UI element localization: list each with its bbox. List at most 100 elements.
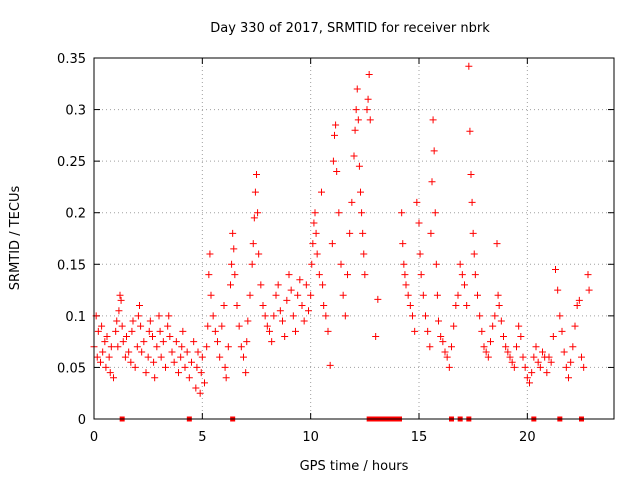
data-point bbox=[156, 327, 164, 335]
data-point bbox=[188, 358, 195, 366]
data-point bbox=[571, 322, 579, 330]
data-point bbox=[445, 363, 453, 371]
data-point bbox=[205, 271, 213, 279]
data-point bbox=[573, 302, 581, 310]
data-point bbox=[448, 343, 455, 351]
data-point bbox=[255, 250, 263, 258]
data-point bbox=[578, 353, 585, 361]
data-point bbox=[307, 291, 315, 299]
data-point bbox=[197, 369, 205, 377]
data-point bbox=[97, 358, 104, 366]
chart-title: Day 330 of 2017, SRMTID for receiver nbr… bbox=[210, 21, 490, 36]
data-point bbox=[346, 229, 354, 237]
data-point bbox=[350, 152, 358, 160]
data-point bbox=[353, 85, 361, 93]
data-point bbox=[224, 343, 232, 351]
data-point bbox=[437, 332, 445, 340]
data-point bbox=[341, 312, 349, 320]
data-point bbox=[229, 229, 237, 237]
data-point bbox=[221, 363, 229, 371]
data-point bbox=[361, 271, 369, 279]
data-point bbox=[214, 338, 221, 346]
data-point bbox=[337, 260, 345, 268]
data-point bbox=[99, 348, 107, 356]
data-point bbox=[107, 343, 115, 351]
data-point bbox=[562, 363, 570, 371]
data-point bbox=[270, 312, 278, 320]
x-axis-label: GPS time / hours bbox=[300, 459, 409, 474]
data-point bbox=[536, 363, 544, 371]
data-point bbox=[515, 322, 523, 330]
data-point bbox=[352, 106, 360, 114]
data-point bbox=[142, 369, 150, 377]
data-point bbox=[175, 369, 182, 377]
data-point bbox=[468, 198, 476, 206]
data-point bbox=[274, 281, 282, 289]
data-point bbox=[504, 348, 512, 356]
data-point bbox=[193, 363, 201, 371]
data-point bbox=[216, 353, 224, 361]
data-point bbox=[519, 353, 527, 361]
data-point bbox=[170, 358, 178, 366]
data-point bbox=[584, 271, 592, 279]
data-point bbox=[166, 332, 174, 340]
y-axis-label: SRMTID / TECUs bbox=[8, 186, 23, 291]
data-point bbox=[517, 332, 525, 340]
data-point bbox=[246, 291, 254, 299]
data-point bbox=[133, 343, 141, 351]
grid-lines bbox=[94, 58, 614, 419]
x-tick-label: 10 bbox=[302, 430, 319, 445]
data-point bbox=[329, 157, 337, 165]
data-point bbox=[435, 317, 442, 325]
y-tick-label: 0 bbox=[78, 413, 86, 428]
data-point bbox=[580, 363, 588, 371]
data-point bbox=[474, 291, 481, 299]
data-point bbox=[469, 229, 477, 237]
data-point bbox=[276, 307, 284, 315]
data-point bbox=[233, 302, 241, 310]
data-point bbox=[339, 291, 347, 299]
data-point bbox=[433, 291, 441, 299]
data-point bbox=[194, 348, 202, 356]
data-point bbox=[351, 126, 359, 134]
data-point bbox=[159, 338, 167, 346]
data-point bbox=[129, 317, 137, 325]
data-point bbox=[106, 369, 114, 377]
data-point bbox=[575, 296, 583, 304]
data-point bbox=[366, 116, 374, 124]
y-tick-label: 0.1 bbox=[65, 310, 86, 325]
data-point bbox=[526, 379, 533, 387]
data-point bbox=[125, 348, 133, 356]
data-point bbox=[431, 209, 439, 217]
data-point bbox=[450, 322, 458, 330]
data-point bbox=[283, 296, 291, 304]
data-point bbox=[289, 312, 297, 320]
data-point bbox=[465, 62, 473, 70]
data-point bbox=[138, 348, 146, 356]
data-point bbox=[207, 291, 215, 299]
data-point bbox=[121, 353, 129, 361]
data-point bbox=[94, 327, 102, 335]
data-point bbox=[402, 281, 410, 289]
data-point bbox=[309, 240, 317, 248]
data-point bbox=[253, 171, 260, 179]
data-point bbox=[461, 281, 468, 289]
data-point bbox=[127, 358, 135, 366]
data-point bbox=[312, 229, 320, 237]
data-point bbox=[424, 327, 432, 335]
y-tick-label: 0.2 bbox=[65, 207, 86, 222]
data-point bbox=[150, 358, 158, 366]
data-point bbox=[417, 271, 425, 279]
data-point bbox=[320, 302, 328, 310]
data-point bbox=[272, 291, 280, 299]
data-point bbox=[427, 229, 435, 237]
data-point bbox=[491, 312, 499, 320]
data-point bbox=[235, 322, 243, 330]
data-point bbox=[114, 343, 122, 351]
data-point bbox=[305, 307, 312, 315]
data-point bbox=[365, 71, 373, 79]
data-point bbox=[294, 291, 302, 299]
data-point bbox=[547, 358, 555, 366]
y-tick-label: 0.3 bbox=[65, 104, 86, 119]
data-point bbox=[545, 353, 553, 361]
